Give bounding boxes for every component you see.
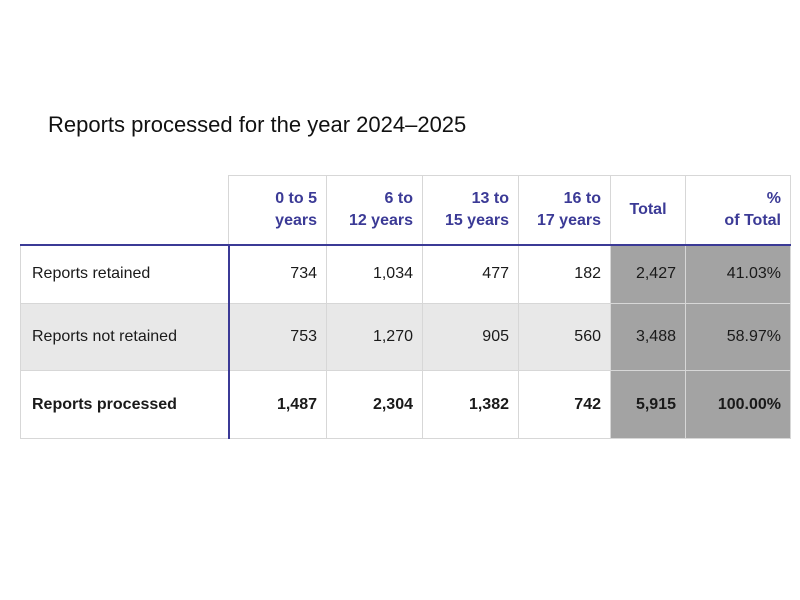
row-label: Reports processed [20,370,230,439]
column-header-13-to-15-years: 13 to 15 years [422,175,519,246]
table-row-reports-not-retained: Reports not retained 753 1,270 905 560 3… [20,303,791,371]
percent-cell: 100.00% [685,370,791,439]
table-cell: 734 [228,244,327,304]
percent-cell: 41.03% [685,244,791,304]
column-header-total: Total [610,175,686,246]
total-cell: 3,488 [610,303,686,371]
column-header-6-to-12-years: 6 to 12 years [326,175,423,246]
total-cell: 5,915 [610,370,686,439]
table-cell: 742 [518,370,611,439]
column-header-16-to-17-years: 16 to 17 years [518,175,611,246]
table-cell: 753 [228,303,327,371]
table-cell: 905 [422,303,519,371]
table-cell: 477 [422,244,519,304]
table-cell: 1,270 [326,303,423,371]
table-cell: 182 [518,244,611,304]
table-row-reports-processed: Reports processed 1,487 2,304 1,382 742 … [20,370,791,439]
table-cell: 560 [518,303,611,371]
total-cell: 2,427 [610,244,686,304]
table-row-reports-retained: Reports retained 734 1,034 477 182 2,427… [20,244,791,304]
table-cell: 1,034 [326,244,423,304]
percent-cell: 58.97% [685,303,791,371]
reports-table: 0 to 5 years 6 to 12 years 13 to 15 year… [20,175,791,439]
table-cell: 1,487 [228,370,327,439]
header-corner [20,175,229,246]
row-label: Reports not retained [20,303,230,371]
table-cell: 2,304 [326,370,423,439]
table-header-row: 0 to 5 years 6 to 12 years 13 to 15 year… [20,175,791,246]
table-cell: 1,382 [422,370,519,439]
page-title: Reports processed for the year 2024–2025 [48,112,467,137]
column-header-0-to-5-years: 0 to 5 years [228,175,327,246]
row-label: Reports retained [20,244,230,304]
column-header-percent-of-total: % of Total [685,175,791,246]
